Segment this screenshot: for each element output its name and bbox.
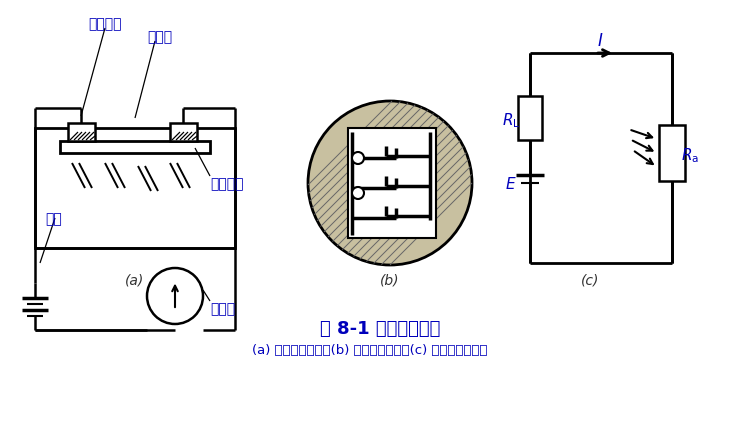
Bar [60,141,210,154]
Text: 金属电极: 金属电极 [88,17,122,31]
Text: 图 8-1 光敏电阻结构: 图 8-1 光敏电阻结构 [320,319,440,337]
Bar [35,129,235,248]
Text: (a): (a) [125,273,144,287]
Circle shape [352,187,364,200]
Bar [518,97,542,141]
Text: 玻璃底板: 玻璃底板 [210,177,244,191]
Text: $E$: $E$ [505,176,516,191]
Text: (b): (b) [380,273,399,287]
Text: (a) 光敏电阻结构；(b) 光敏电阻电极；(c) 光敏电阻接线图: (a) 光敏电阻结构；(b) 光敏电阻电极；(c) 光敏电阻接线图 [252,344,488,357]
Text: $I$: $I$ [597,32,603,50]
Text: $R_{\rm L}$: $R_{\rm L}$ [502,111,520,130]
Text: 电源: 电源 [45,212,62,226]
Text: (c): (c) [581,273,599,287]
Circle shape [352,153,364,165]
Bar [348,129,436,238]
Bar [170,124,197,141]
Text: 检流计: 检流计 [210,301,235,315]
Bar [68,124,95,141]
Circle shape [308,102,472,265]
Circle shape [147,268,203,324]
Text: $R_{\rm a}$: $R_{\rm a}$ [681,146,699,165]
Bar [659,126,685,182]
Text: 半导体: 半导体 [147,30,173,44]
